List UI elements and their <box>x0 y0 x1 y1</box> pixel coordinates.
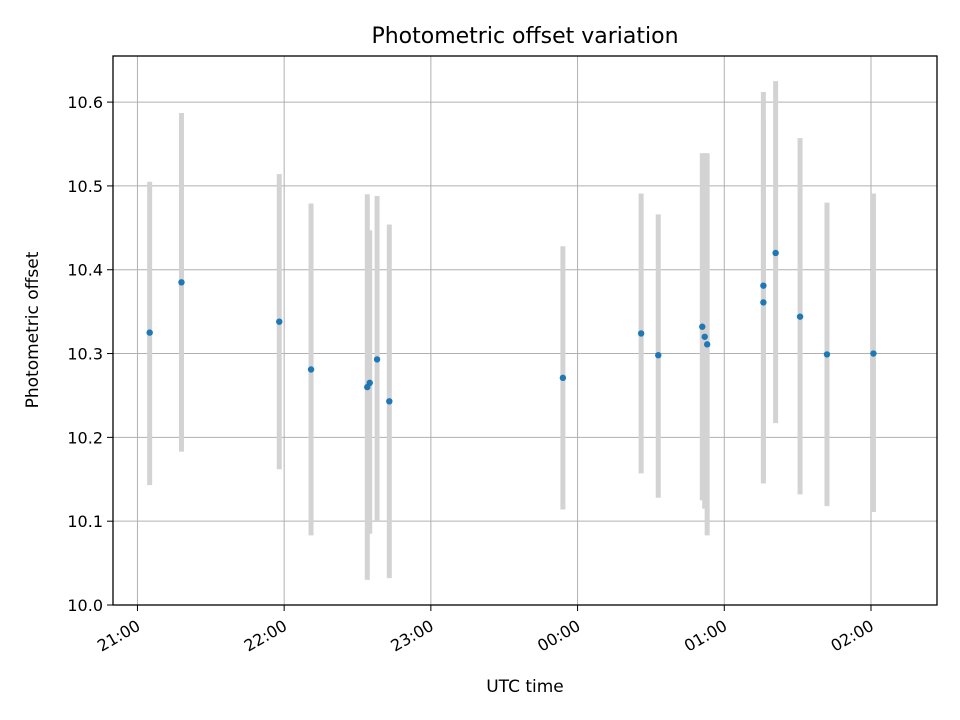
markers <box>146 249 877 405</box>
data-point <box>366 379 373 387</box>
data-point <box>703 341 711 348</box>
plot-frame <box>112 55 938 606</box>
data-point <box>760 299 767 306</box>
data-point <box>655 352 662 359</box>
y-tick-label: 10.4 <box>67 261 103 280</box>
y-tick-label: 10.1 <box>67 512 103 531</box>
data-point <box>637 330 645 337</box>
y-tick-label: 10.5 <box>67 177 103 196</box>
data-point <box>823 351 831 358</box>
y-tick-label: 10.3 <box>67 345 103 364</box>
data-point <box>373 356 381 363</box>
y-axis-label: Photometric offset <box>23 251 43 408</box>
data-point <box>870 350 877 357</box>
y-tick-label: 10.6 <box>67 93 103 112</box>
data-point <box>559 374 567 382</box>
data-point <box>760 282 767 289</box>
data-point <box>699 323 706 330</box>
data-point <box>701 333 708 340</box>
y-axis-ticks: 10.0 10.1 10.2 10.3 10.4 10.5 10.6 <box>67 93 113 615</box>
chart-title: Photometric offset variation <box>371 24 678 49</box>
data-point <box>772 249 779 257</box>
data-point <box>386 398 393 405</box>
data-point <box>307 366 315 373</box>
x-axis-label: UTC time <box>486 677 564 697</box>
data-point <box>178 279 185 286</box>
data-point <box>796 313 804 320</box>
data-point <box>276 318 283 325</box>
y-tick-label: 10.0 <box>67 596 103 615</box>
y-tick-label: 10.2 <box>67 428 103 447</box>
data-point <box>146 329 153 336</box>
